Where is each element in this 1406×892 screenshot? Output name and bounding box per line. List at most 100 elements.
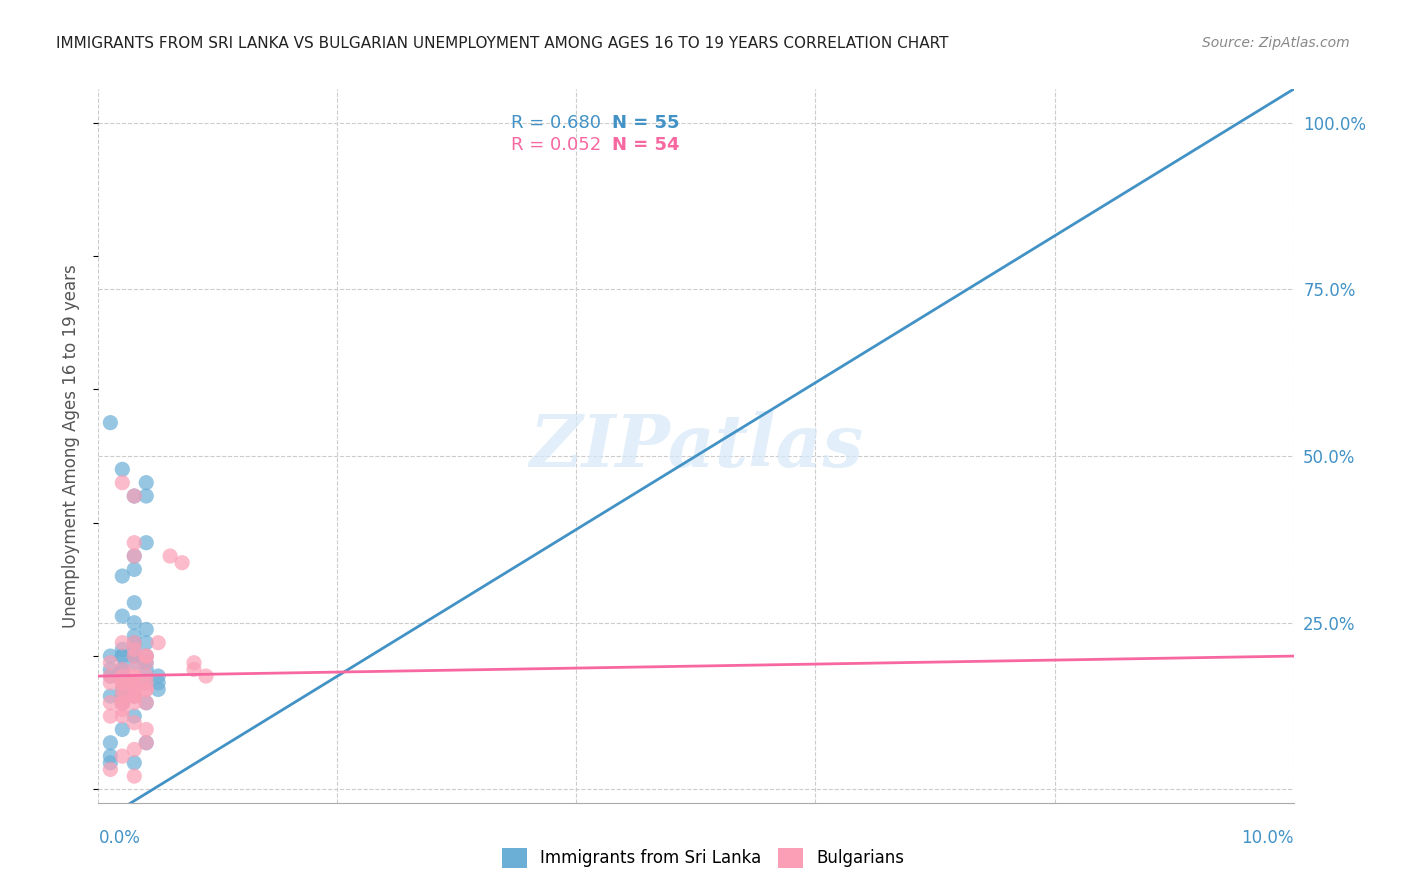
Point [111, 569, 134, 583]
Point [124, 675, 146, 690]
Point [124, 675, 146, 690]
Point [100, 696, 122, 710]
Point [124, 636, 146, 650]
Point [124, 489, 146, 503]
Point [135, 682, 157, 697]
Point [111, 642, 134, 657]
Point [124, 629, 146, 643]
Point [111, 723, 134, 737]
Point [111, 669, 134, 683]
Point [172, 556, 194, 570]
Text: IMMIGRANTS FROM SRI LANKA VS BULGARIAN UNEMPLOYMENT AMONG AGES 16 TO 19 YEARS CO: IMMIGRANTS FROM SRI LANKA VS BULGARIAN U… [56, 36, 949, 51]
Point [135, 696, 157, 710]
Point [111, 475, 134, 490]
Point [111, 649, 134, 664]
Text: 0.0%: 0.0% [98, 829, 141, 847]
Point [124, 696, 146, 710]
Point [195, 669, 218, 683]
Point [100, 689, 122, 703]
Point [135, 656, 157, 670]
Point [124, 756, 146, 770]
Point [111, 669, 134, 683]
Point [135, 649, 157, 664]
Point [183, 656, 205, 670]
Point [124, 662, 146, 676]
Point [100, 669, 122, 683]
Point [135, 623, 157, 637]
Point [124, 642, 146, 657]
Point [100, 749, 122, 764]
Point [124, 675, 146, 690]
Point [135, 649, 157, 664]
Point [124, 689, 146, 703]
Point [124, 649, 146, 664]
Point [135, 475, 157, 490]
Point [183, 662, 205, 676]
Legend: Immigrants from Sri Lanka, Bulgarians: Immigrants from Sri Lanka, Bulgarians [495, 841, 911, 875]
Point [135, 669, 157, 683]
Point [111, 702, 134, 716]
Point [124, 669, 146, 683]
Point [100, 763, 122, 777]
Point [124, 636, 146, 650]
Point [100, 656, 122, 670]
Point [100, 669, 122, 683]
Point [148, 682, 170, 697]
Point [124, 715, 146, 730]
Point [124, 675, 146, 690]
Point [124, 656, 146, 670]
Text: N = 55: N = 55 [613, 114, 681, 132]
Point [111, 675, 134, 690]
Point [159, 549, 181, 563]
Point [135, 736, 157, 750]
Point [111, 662, 134, 676]
Point [135, 662, 157, 676]
Point [100, 675, 122, 690]
Point [124, 709, 146, 723]
Point [124, 642, 146, 657]
Point [124, 675, 146, 690]
Point [135, 649, 157, 664]
Point [135, 636, 157, 650]
Point [111, 675, 134, 690]
Point [100, 736, 122, 750]
Point [135, 736, 157, 750]
Point [111, 709, 134, 723]
Point [135, 696, 157, 710]
Point [124, 562, 146, 576]
Point [124, 769, 146, 783]
Point [135, 682, 157, 697]
Point [124, 689, 146, 703]
Text: 10.0%: 10.0% [1241, 829, 1294, 847]
Point [111, 462, 134, 476]
Point [124, 615, 146, 630]
Point [111, 669, 134, 683]
Text: R = 0.680: R = 0.680 [510, 114, 600, 132]
Text: R = 0.052: R = 0.052 [510, 136, 600, 153]
Point [100, 649, 122, 664]
Point [124, 489, 146, 503]
Point [124, 689, 146, 703]
Point [135, 675, 157, 690]
Point [111, 609, 134, 624]
Point [111, 662, 134, 676]
Point [124, 689, 146, 703]
Text: ZIPatlas: ZIPatlas [529, 410, 863, 482]
Point [135, 723, 157, 737]
Point [124, 596, 146, 610]
Point [124, 682, 146, 697]
Point [111, 696, 134, 710]
Point [124, 535, 146, 549]
Point [100, 416, 122, 430]
Point [124, 649, 146, 664]
Point [124, 549, 146, 563]
Point [124, 549, 146, 563]
Point [111, 696, 134, 710]
Point [111, 636, 134, 650]
Point [111, 682, 134, 697]
Y-axis label: Unemployment Among Ages 16 to 19 years: Unemployment Among Ages 16 to 19 years [62, 264, 80, 628]
Point [148, 675, 170, 690]
Point [111, 682, 134, 697]
Point [111, 749, 134, 764]
Point [124, 742, 146, 756]
